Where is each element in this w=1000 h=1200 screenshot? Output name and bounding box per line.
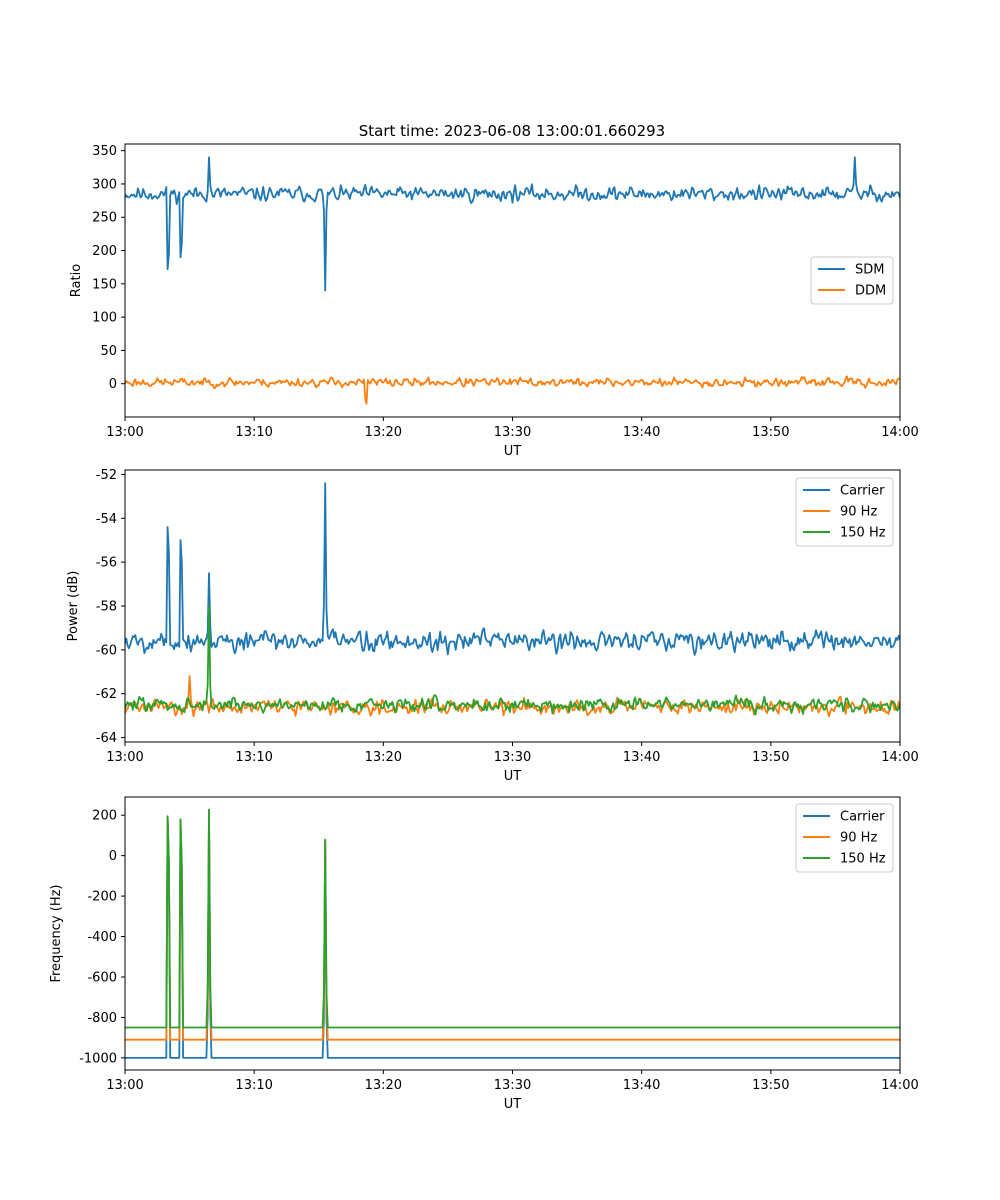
x-axis-label: UT <box>504 444 522 459</box>
y-tick-label: -62 <box>96 687 117 702</box>
x-tick-label: 14:00 <box>881 1078 918 1093</box>
series-group <box>125 156 900 405</box>
legend-label-90-hz: 90 Hz <box>840 505 877 520</box>
series-line-ddm <box>125 375 900 405</box>
y-tick-label: 200 <box>92 809 117 824</box>
legend-label-carrier: Carrier <box>840 810 885 825</box>
legend: Carrier 90 Hz 150 Hz <box>795 477 894 547</box>
y-tick-label: -54 <box>96 512 117 527</box>
y-tick-label: 0 <box>109 849 117 864</box>
x-tick-label: 13:10 <box>235 425 272 440</box>
y-tick-label: -400 <box>87 930 117 945</box>
panels: 13:00 13:10 13:20 13:30 13:40 13:50 14:00 0 50 10… <box>49 143 919 1112</box>
y-tick-label: 0 <box>109 377 117 392</box>
series-line-150-hz <box>125 605 900 716</box>
x-tick-label: 13:40 <box>623 425 660 440</box>
y-tick-label: -56 <box>96 556 117 571</box>
y-tick-label: -200 <box>87 890 117 905</box>
series-line-carrier <box>125 810 900 1059</box>
series-line-carrier <box>125 482 900 656</box>
x-tick-label: 14:00 <box>881 425 918 440</box>
x-axis-label: UT <box>504 769 522 784</box>
legend: Carrier 90 Hz 150 Hz <box>795 803 894 873</box>
y-tick-label: 100 <box>92 311 117 326</box>
series-group <box>125 482 900 718</box>
y-tick-label: -1000 <box>79 1051 117 1066</box>
x-tick-label: 13:50 <box>752 750 789 765</box>
y-tick-label: 200 <box>92 244 117 259</box>
y-tick-label: -64 <box>96 731 117 746</box>
legend-label-carrier: Carrier <box>840 484 885 499</box>
x-tick-label: 13:50 <box>752 425 789 440</box>
panel-2: 13:00 13:10 13:20 13:30 13:40 13:50 14:00 -64 -6… <box>66 468 919 784</box>
legend: SDM DDM <box>810 256 894 305</box>
series-line-sdm <box>125 156 900 292</box>
legend-label-90-hz: 90 Hz <box>840 831 877 846</box>
y-axis-label: Power (dB) <box>66 571 81 642</box>
y-tick-label: 150 <box>92 277 117 292</box>
x-tick-label: 13:00 <box>106 750 143 765</box>
x-axis-label: UT <box>504 1097 522 1112</box>
legend-box <box>795 803 894 873</box>
x-tick-label: 13:10 <box>235 750 272 765</box>
y-tick-label: 250 <box>92 211 117 226</box>
series-line-150-hz <box>125 808 900 1029</box>
y-tick-label: 350 <box>92 144 117 159</box>
legend-label-sdm: SDM <box>855 263 884 278</box>
panel-1: 13:00 13:10 13:20 13:30 13:40 13:50 14:00 0 50 10… <box>69 143 919 459</box>
legend-box <box>795 477 894 547</box>
series-group <box>125 808 900 1059</box>
x-tick-label: 13:50 <box>752 1078 789 1093</box>
figure-title: Start time: 2023-06-08 13:00:01.660293 <box>359 122 665 140</box>
x-tick-label: 13:00 <box>106 425 143 440</box>
y-tick-label: -600 <box>87 970 117 985</box>
series-line-90-hz <box>125 809 900 1041</box>
legend-label-150-hz: 150 Hz <box>840 526 886 541</box>
x-tick-label: 13:00 <box>106 1078 143 1093</box>
y-tick-label: -60 <box>96 643 117 658</box>
x-tick-label: 13:20 <box>365 750 402 765</box>
x-tick-label: 13:20 <box>365 425 402 440</box>
x-tick-label: 13:10 <box>235 1078 272 1093</box>
y-axis-label: Ratio <box>69 264 84 297</box>
y-tick-label: -52 <box>96 468 117 483</box>
panel-3: 13:00 13:10 13:20 13:30 13:40 13:50 14:00 -1000… <box>49 796 919 1112</box>
y-tick-label: -58 <box>96 600 117 615</box>
y-tick-label: -800 <box>87 1011 117 1026</box>
x-tick-label: 13:30 <box>494 750 531 765</box>
y-axis-label: Frequency (Hz) <box>49 884 64 982</box>
y-tick-label: 50 <box>100 344 117 359</box>
x-tick-label: 13:30 <box>494 425 531 440</box>
y-tick-label: 300 <box>92 177 117 192</box>
x-tick-label: 13:20 <box>365 1078 402 1093</box>
legend-label-ddm: DDM <box>855 284 886 299</box>
x-tick-label: 14:00 <box>881 750 918 765</box>
legend-label-150-hz: 150 Hz <box>840 852 886 867</box>
x-tick-label: 13:30 <box>494 1078 531 1093</box>
x-tick-label: 13:40 <box>623 750 660 765</box>
x-tick-label: 13:40 <box>623 1078 660 1093</box>
